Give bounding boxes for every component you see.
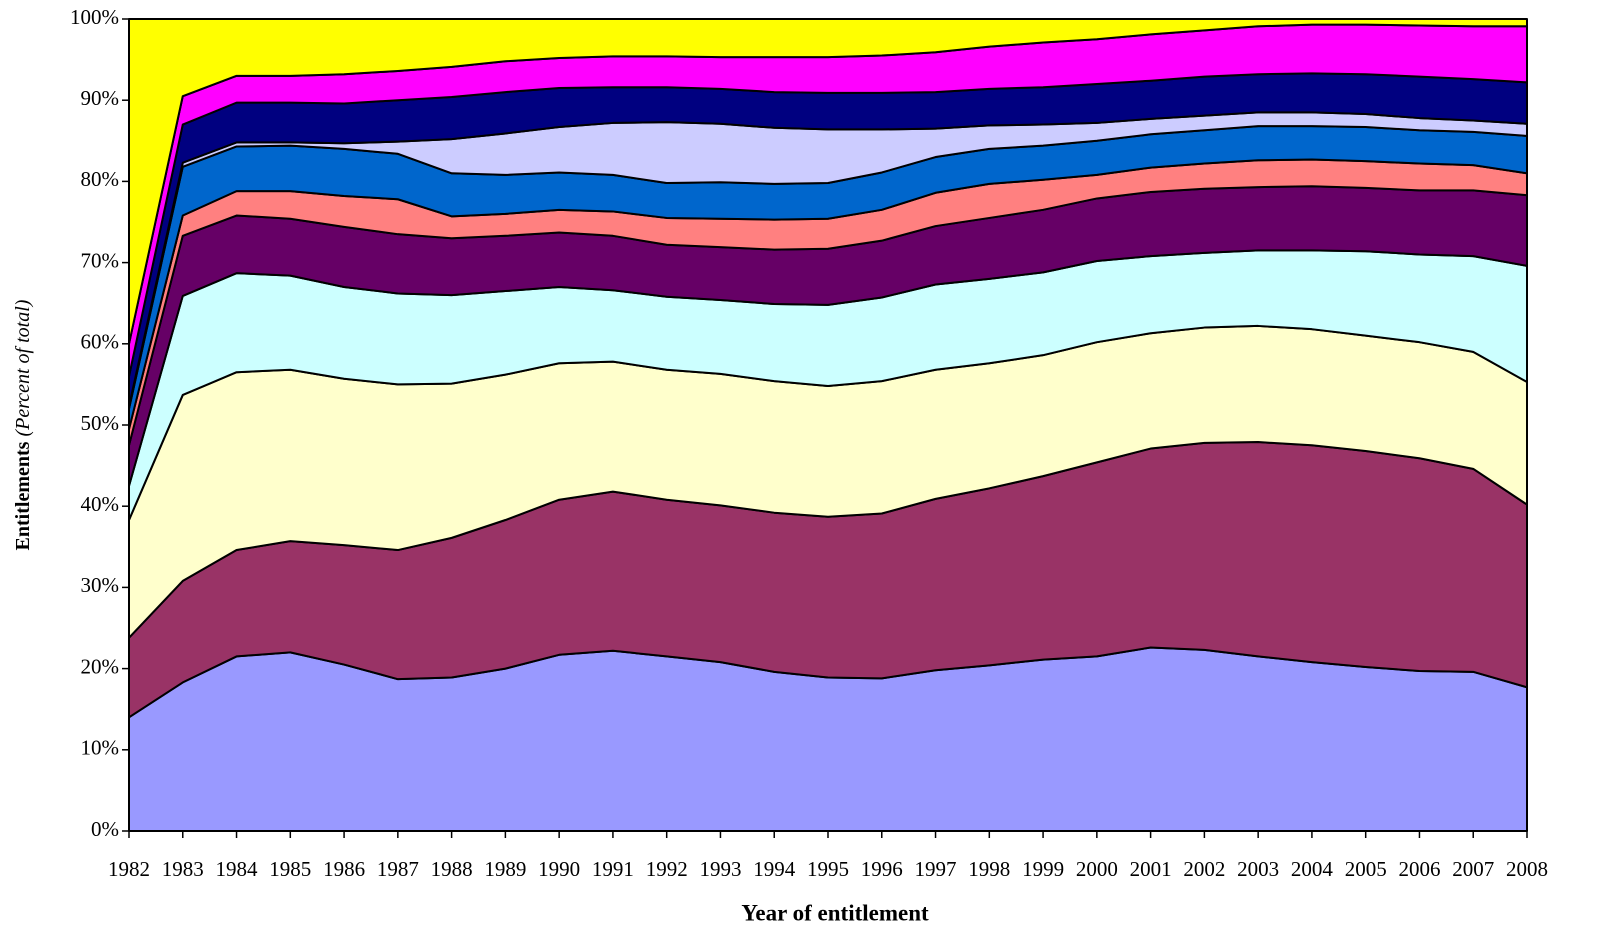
y-tick-label: 100% [70,5,119,29]
x-tick-label: 1993 [699,857,741,881]
x-tick-label: 2008 [1506,857,1548,881]
x-tick-label: 1992 [646,857,688,881]
x-tick-label: 1996 [861,857,903,881]
x-tick-label: 2007 [1452,857,1494,881]
y-tick-label: 0% [91,817,119,841]
x-tick-label: 2001 [1130,857,1172,881]
x-tick-label: 1994 [753,857,796,881]
x-tick-label: 2003 [1237,857,1279,881]
y-axis-label-note: (Percent of total) [12,299,34,436]
x-tick-label: 1986 [323,857,365,881]
x-tick-label: 1983 [162,857,204,881]
x-tick-label: 1990 [538,857,580,881]
x-tick-label: 1997 [915,857,957,881]
x-tick-label: 2006 [1398,857,1440,881]
x-tick-label: 1989 [484,857,526,881]
y-tick-label: 90% [81,86,120,110]
area [128,18,1528,345]
x-tick-label: 1982 [108,857,150,881]
areas [128,18,1528,832]
x-tick-label: 1987 [377,857,419,881]
x-tick-label: 2004 [1291,857,1334,881]
y-axis-label: Entitlements (Percent of total) [12,299,34,550]
y-tick-label: 20% [81,654,120,678]
y-tick-label: 50% [81,411,120,435]
y-tick-label: 40% [81,492,120,516]
x-tick-label: 1999 [1022,857,1064,881]
x-tick-label: 1995 [807,857,849,881]
y-tick-label: 60% [81,330,120,354]
x-axis-label: Year of entitlement [741,900,929,925]
x-tick-label: 1998 [968,857,1010,881]
y-tick-label: 70% [81,248,120,272]
x-tick-label: 1988 [431,857,473,881]
x-tick-label: 1991 [592,857,634,881]
x-tick-label: 1984 [216,857,259,881]
y-tick-label: 30% [81,573,120,597]
y-tick-label: 10% [81,736,120,760]
x-tick-label: 1985 [269,857,311,881]
x-tick-label: 2000 [1076,857,1118,881]
x-tick-label: 2002 [1183,857,1225,881]
y-axis-label-main: Entitlements [12,441,34,550]
x-tick-label: 2005 [1345,857,1387,881]
y-tick-label: 80% [81,167,120,191]
